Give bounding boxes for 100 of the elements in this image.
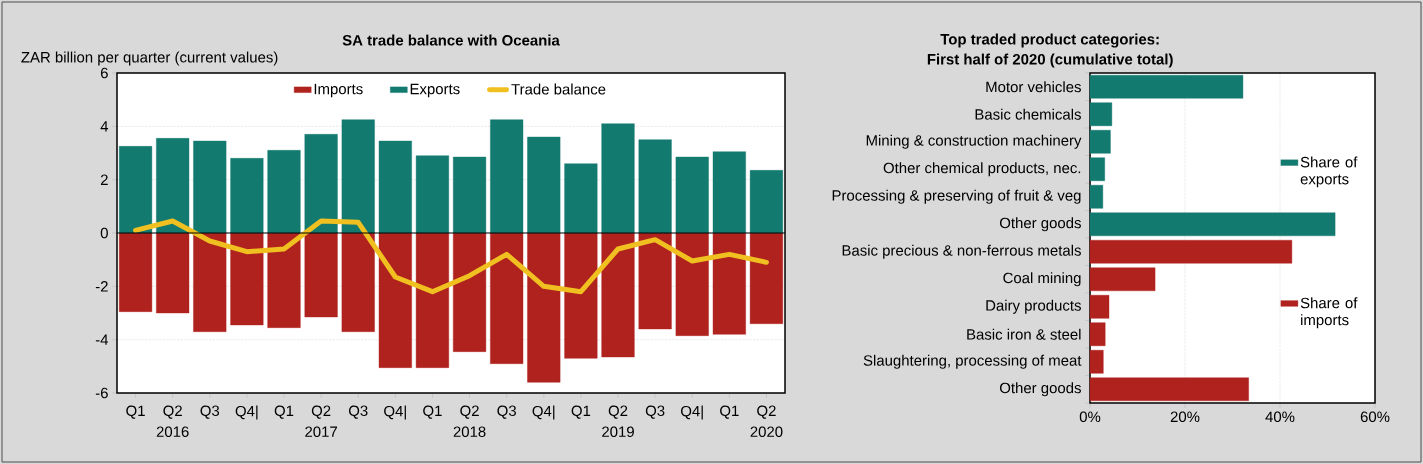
bar [453, 156, 487, 234]
bar [119, 232, 153, 312]
bar [415, 232, 449, 368]
bar [675, 232, 709, 336]
chart-title: SA trade balance with Oceania [342, 34, 560, 46]
bar [156, 232, 190, 314]
x-tick-label: Q4| [235, 405, 258, 420]
y-tick-label: Motor vehicles [986, 81, 1081, 93]
bar [304, 232, 338, 318]
x-tick-label: Q1 [274, 405, 294, 419]
bar [453, 232, 487, 352]
x-tick-label: Q1 [126, 405, 145, 419]
bar [1089, 212, 1336, 237]
chart-title: Top traded product categories: [940, 33, 1159, 48]
x-tick-label: Q1 [423, 405, 442, 419]
x-tick-label: Q2 [163, 405, 182, 419]
y-tick-label: Other goods [999, 217, 1081, 232]
y-tick-label: Mining & construction machinery [866, 134, 1082, 149]
y-tick-label: 0 [100, 227, 108, 239]
y-tick-label: Basic chemicals [975, 108, 1081, 120]
y-tick-label: -6 [95, 387, 108, 399]
y-tick-label: Processing & preserving of fruit & veg [832, 189, 1081, 204]
legend-label: Exports [410, 83, 460, 98]
x-tick-label: Q1 [720, 405, 739, 419]
bar [1089, 102, 1113, 126]
x-tick-label: Q2 [608, 405, 628, 419]
bar [230, 158, 264, 234]
x-tick-label: 20% [1170, 411, 1200, 423]
bar [601, 123, 635, 234]
bar [564, 232, 598, 359]
bar [1089, 185, 1104, 209]
y-tick-label: Dairy products [986, 299, 1081, 314]
bar [119, 146, 153, 234]
legend-label: Share of exports [1300, 156, 1358, 188]
y-tick-label: Slaughtering, processing of meat [863, 354, 1082, 369]
bar [341, 119, 375, 234]
bar [527, 232, 561, 383]
legend-label: Imports [314, 83, 363, 98]
x-tick-label: 40% [1265, 411, 1295, 423]
x-tick-label: Q4| [384, 405, 406, 420]
bar [1089, 295, 1110, 319]
text: 2016 [156, 426, 189, 437]
y-tick-label: -2 [95, 281, 108, 292]
bar [378, 232, 412, 368]
bar [1089, 130, 1111, 154]
x-tick-label: Q2 [460, 405, 479, 419]
y-tick-label: Basic iron & steel [967, 328, 1081, 340]
y-tick-label: -4 [95, 334, 109, 345]
text: 2019 [602, 426, 634, 437]
bar [304, 134, 338, 234]
bar [267, 150, 301, 234]
bar [749, 232, 783, 324]
x-tick-label: Q1 [571, 405, 591, 419]
bar [1089, 157, 1105, 182]
bar [193, 140, 227, 234]
y-tick-label: Other chemical products, nec. [883, 162, 1081, 177]
legend-label: Trade balance [511, 83, 606, 95]
y-axis-title: ZAR billion per quarter (current values) [21, 51, 278, 66]
text: 2018 [453, 426, 486, 437]
x-tick-label: Q3 [645, 405, 665, 419]
bar [341, 232, 375, 332]
chart-subtitle: First half of 2020 (cumulative total) [927, 53, 1173, 68]
y-tick-label: 2 [100, 174, 108, 185]
bar [156, 138, 190, 234]
bar [712, 232, 746, 335]
bar [1089, 75, 1244, 99]
y-tick-label: Basic precious & non-ferrous metals [842, 244, 1081, 259]
bar [675, 156, 709, 234]
bar [601, 232, 635, 358]
x-tick-label: 0% [1079, 411, 1101, 423]
legend-label: Share of imports [1300, 297, 1358, 329]
bar [1089, 350, 1104, 374]
bar [230, 232, 264, 326]
bar [193, 232, 227, 332]
x-tick-label: Q3 [200, 405, 220, 419]
bar [1089, 322, 1106, 347]
x-tick-label: Q3 [497, 405, 516, 419]
bar [490, 119, 524, 234]
bar [749, 170, 783, 234]
x-tick-label: Q4| [681, 405, 703, 420]
bar [378, 140, 412, 234]
bar [415, 155, 449, 234]
bar [1089, 377, 1249, 402]
bar [490, 232, 524, 364]
text: 2017 [305, 426, 337, 437]
x-tick-label: Q3 [348, 405, 368, 419]
bar [527, 136, 561, 234]
bar [712, 151, 746, 234]
bar [638, 232, 672, 330]
y-tick-label: Coal mining [1003, 272, 1081, 287]
x-tick-label: Q2 [311, 405, 331, 419]
y-tick-label: Other goods [999, 382, 1081, 397]
bar [267, 232, 301, 328]
text: 2020 [750, 426, 783, 437]
bar [1089, 240, 1293, 264]
bar [1089, 267, 1156, 292]
bar [564, 163, 598, 234]
x-tick-label: 60% [1360, 411, 1390, 423]
x-tick-label: Q2 [757, 405, 776, 419]
x-tick-label: Q4| [532, 405, 555, 420]
